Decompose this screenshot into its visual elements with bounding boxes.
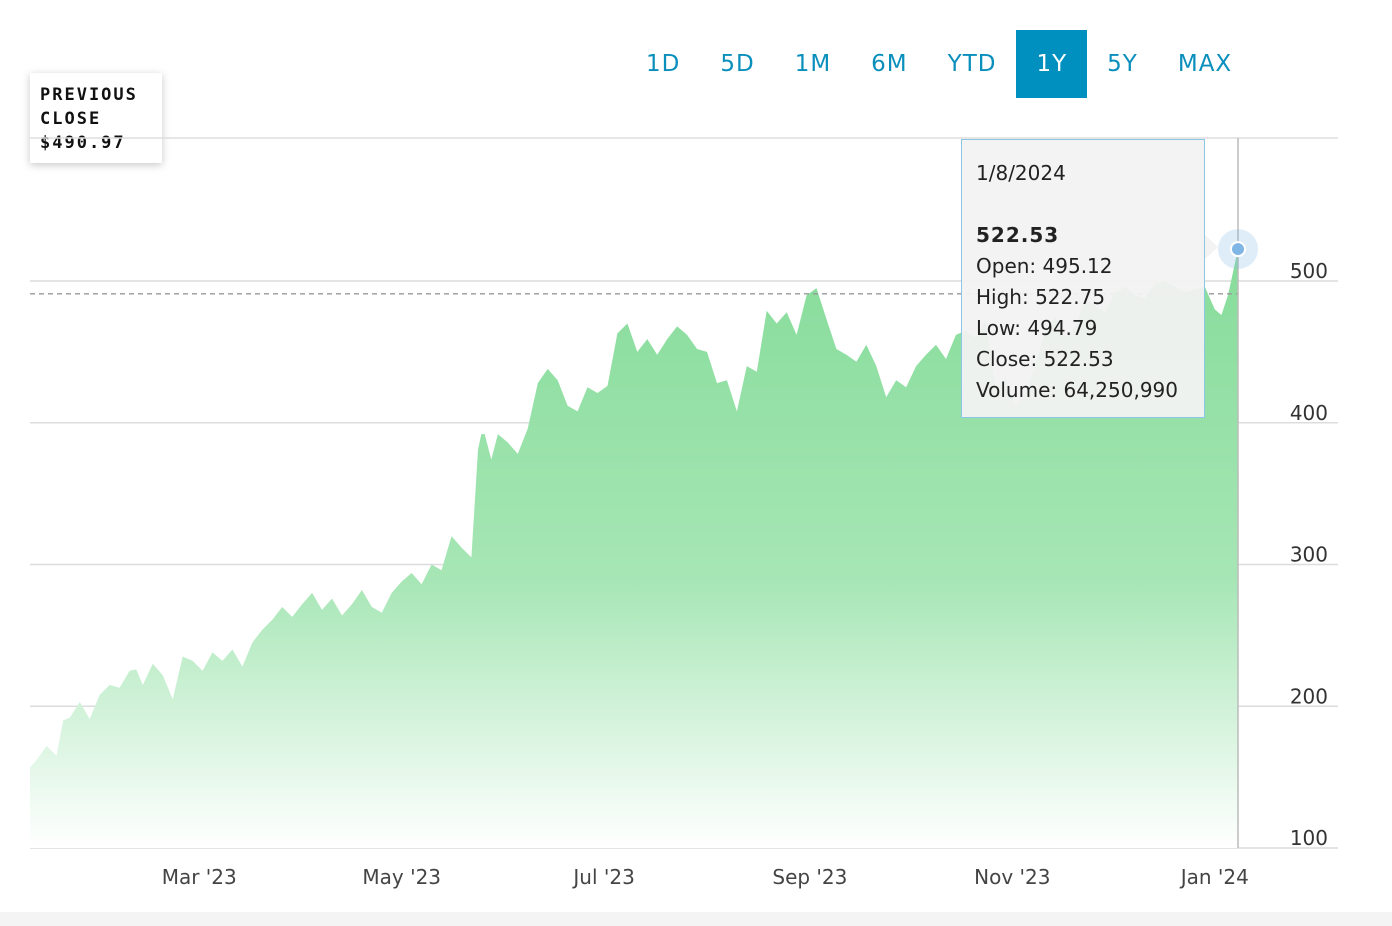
tooltip-volume: Volume: 64,250,990: [976, 378, 1178, 402]
tooltip-close: Close: 522.53: [976, 347, 1114, 371]
y-tick-label-400: 400: [1290, 401, 1328, 425]
range-button-1y[interactable]: 1Y: [1016, 30, 1088, 98]
hover-marker: [1218, 229, 1258, 270]
tooltip-date: 1/8/2024: [976, 161, 1066, 185]
tooltip-arrow: [1204, 234, 1218, 260]
footer-strip: [0, 912, 1392, 926]
previous-close-label-line1: PREVIOUS: [40, 85, 138, 105]
range-button-max[interactable]: MAX: [1177, 51, 1233, 77]
price-area: [30, 249, 1238, 849]
y-tick-label-300: 300: [1290, 543, 1328, 567]
area-series: [30, 249, 1238, 849]
tooltip-price: 522.53: [976, 223, 1060, 247]
y-tick-label-200: 200: [1290, 684, 1328, 708]
x-tick-label-0: Mar '23: [162, 865, 237, 889]
tooltip-open: Open: 495.12: [976, 254, 1113, 278]
y-tick-label-500: 500: [1290, 259, 1328, 283]
x-axis-ticks: Mar '23 May '23 Jul '23 Sep '23 Nov '23 Jan '…: [162, 865, 1249, 889]
range-button-5y[interactable]: 5Y: [1107, 51, 1138, 77]
y-axis-ticks: 100 200 300 400 500: [1290, 259, 1328, 850]
range-button-ytd[interactable]: YTD: [947, 51, 997, 77]
tooltip-high: High: 522.75: [976, 285, 1106, 309]
x-tick-label-3: Sep '23: [772, 865, 847, 889]
range-button-1d[interactable]: 1D: [646, 51, 681, 77]
range-button-5d[interactable]: 5D: [720, 51, 755, 77]
hover-marker-dot: [1230, 241, 1246, 258]
price-tooltip: 1/8/2024 522.53 Open: 495.12 High: 522.7…: [961, 139, 1205, 418]
x-tick-label-4: Nov '23: [974, 865, 1050, 889]
y-tick-label-100: 100: [1290, 826, 1328, 850]
previous-close-label-line2: CLOSE: [40, 109, 102, 129]
previous-close-box: PREVIOUS CLOSE $490.97: [30, 73, 162, 163]
range-button-1m[interactable]: 1M: [794, 51, 832, 77]
x-tick-label-1: May '23: [362, 865, 441, 889]
x-tick-label-2: Jul '23: [571, 865, 634, 889]
x-tick-label-5: Jan '24: [1179, 865, 1249, 889]
tooltip-low: Low: 494.79: [976, 316, 1098, 340]
range-button-6m[interactable]: 6M: [871, 51, 908, 77]
time-range-selector: 1D 5D 1M 6M YTD 1Y 5Y MAX: [626, 30, 1252, 98]
